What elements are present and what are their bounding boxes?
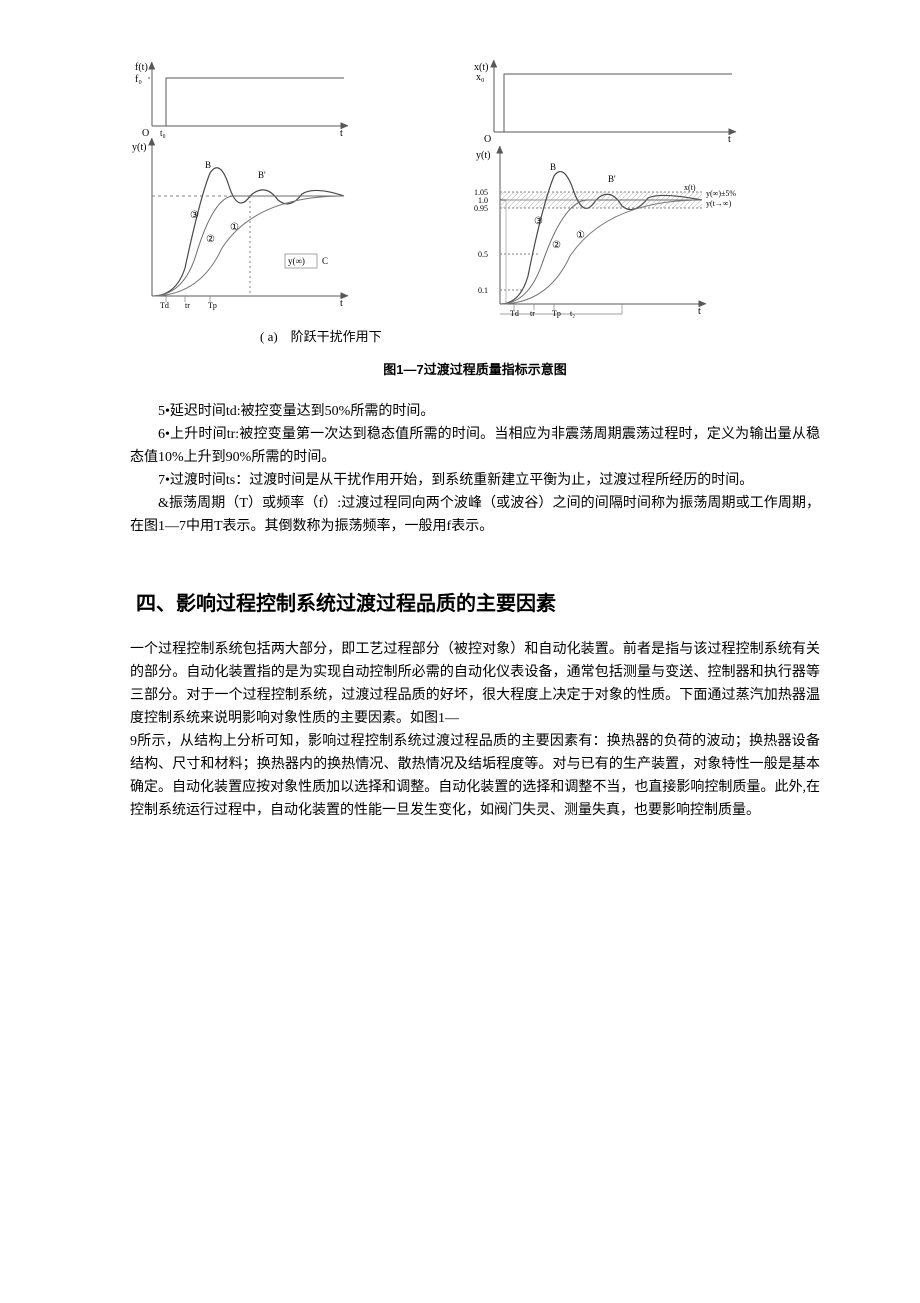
axis-label-t: t [340, 128, 343, 138]
label-pm5: y(∞)±5% [706, 189, 736, 198]
section-body-1: 一个过程控制系统包括两大部分，即工艺过程部分（被控对象）和自动化装置。前者是指与… [130, 638, 820, 730]
paragraph-7: 7•过渡时间ts：过渡时间是从干扰作用开始，到系统重新建立平衡为止，过渡过程所经… [130, 469, 820, 492]
chart-left-bottom-response: B B' ① ② ③ y(∞) C Td tr Tp [130, 138, 353, 310]
tick-01: 0.1 [478, 286, 488, 295]
label-yinf: y(∞) [288, 256, 305, 266]
section-body-2: 9所示，从结构上分析可知，影响过程控制系统过渡过程品质的主要因素有：换热器的负荷… [130, 730, 820, 822]
axis-label-t2: t [340, 298, 343, 309]
label-circ1-r: ① [576, 230, 585, 241]
paragraph-6: 6•上升时间tr:被控变量第一次达到稳态值所需的时间。当相应为非震荡周期震荡过程… [130, 423, 820, 469]
label-b: B [205, 160, 211, 170]
figure-right-column: x(t) x₀ O t [470, 60, 780, 318]
chart-right-bottom-response: B B' ① ② ③ 1.05 1.0 0.95 0.5 0.1 y(∞)±5%… [470, 146, 760, 318]
axis-label-ft: f(t) [135, 62, 148, 73]
axis-label-t-rb: t [698, 306, 701, 317]
origin-o: O [142, 128, 149, 138]
tick-095: 0.95 [474, 204, 488, 213]
tick-05: 0.5 [478, 250, 488, 259]
label-circ3: ③ [190, 210, 199, 221]
figure-1-7: f(t) f₀ O t₀ t [130, 60, 820, 318]
label-bp-r: B' [608, 174, 616, 184]
label-t2-r: t₂ [570, 309, 575, 318]
label-b-r: B [550, 162, 556, 172]
label-circ2: ② [206, 234, 215, 245]
chart-left-top-step: f(t) f₀ O t₀ t [130, 60, 353, 138]
figure-left-column: f(t) f₀ O t₀ t [130, 60, 420, 318]
label-td-r: Td [510, 309, 519, 318]
tick-x0: x₀ [476, 72, 485, 83]
label-td: Td [160, 301, 169, 310]
paragraph-8: &振荡周期（T）或频率（f）:过渡过程同向两个波峰（或波谷）之间的间隔时间称为振… [130, 492, 820, 538]
figure-title: 图1—7过渡过程质量指标示意图 [130, 359, 820, 378]
label-circ1: ① [230, 222, 239, 233]
axis-label-t-r: t [728, 134, 731, 145]
paragraph-5: 5•延迟时间td:被控变量达到50%所需的时间。 [130, 400, 820, 423]
section-heading-4: 四、影响过程控制系统过渡过程品质的主要因素 [136, 587, 820, 616]
label-tp: Tp [208, 301, 217, 310]
label-circ3-r: ③ [534, 216, 543, 227]
axis-label-yt: y(t) [132, 142, 146, 153]
label-tr: tr [185, 301, 190, 310]
label-xt-r: x(t) [684, 183, 696, 192]
chart-right-top-step: x(t) x₀ O t [470, 60, 745, 146]
label-circ2-r: ② [552, 240, 561, 251]
tick-f0: f₀ [135, 74, 142, 85]
label-tr-r: tr [530, 309, 535, 318]
tick-t0: t₀ [160, 128, 166, 138]
label-ts-r: ts [556, 317, 561, 318]
label-bprime: B' [258, 170, 266, 180]
figure-caption-a: ( a) 阶跃干扰作用下 [260, 326, 820, 345]
label-c: C [322, 256, 328, 266]
document-page: f(t) f₀ O t₀ t [0, 0, 920, 902]
axis-label-yt-r: y(t) [476, 150, 490, 161]
origin-o-r: O [484, 134, 491, 145]
label-yinf-r: y(t→∞) [706, 199, 732, 208]
